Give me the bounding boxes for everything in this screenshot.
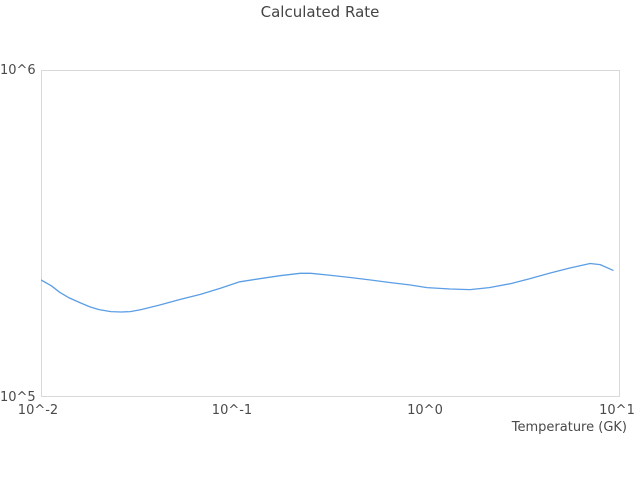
rate-line-plot xyxy=(41,262,614,313)
x-tick-label-1e0: 10^0 xyxy=(407,403,443,418)
y-tick-label-1e5: 10^5 xyxy=(0,390,36,405)
x-tick-label-1e-1: 10^-1 xyxy=(211,403,253,418)
x-tick-label-1e1: 10^1 xyxy=(599,403,635,418)
plot-area xyxy=(41,70,620,397)
rate-line xyxy=(41,262,614,313)
chart-title: Calculated Rate xyxy=(260,3,380,21)
y-tick-label-1e6: 10^6 xyxy=(0,63,36,78)
x-axis-label: Temperature (GK) xyxy=(511,420,627,435)
x-tick-label-1e-2: 10^-2 xyxy=(17,403,59,418)
